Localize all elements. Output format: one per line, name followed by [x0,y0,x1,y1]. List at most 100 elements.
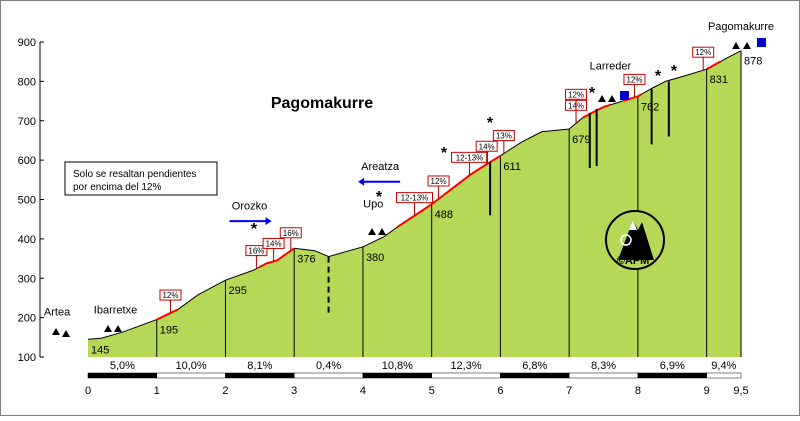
elevation-label-145: 145 [91,344,109,356]
tree-icon [368,228,376,235]
viewpoint-icon: * [589,85,596,102]
gradient-labels: 5,0% 10,0% 8,1% 0,4% 10,8% 12,3% 6,8% 8,3% 6,9% 9… [110,360,737,372]
place-upo: Upo [363,198,383,210]
gradient-label: 8,1% [247,360,272,372]
distance-bar-segment [706,372,742,379]
viewpoint-icon: * [487,115,494,132]
tree-icon [598,95,606,102]
elevation-label-831: 831 [710,74,728,86]
elevation-label-878: 878 [744,56,762,68]
elevation-label-762: 762 [641,101,659,113]
elevation-labels: 145 195 295 376 380 488 611 679 762 831 878 [91,56,762,357]
tag-box [492,130,515,142]
x-tick-label-5: 5 [429,385,435,397]
place-ibarretxe: Ibarretxe [94,305,137,317]
note-box: Solo se resaltan pendientes por encima d… [64,161,218,196]
tree-icon [114,325,122,332]
parking-icon [620,91,629,100]
gradient-label: 5,0% [110,360,135,372]
tag-label: 12% [568,90,584,99]
elevation-label-295: 295 [228,285,246,297]
x-tick-label-4: 4 [360,385,366,397]
place-areatza: Areatza [361,161,400,173]
tag-label: 16% [283,229,299,238]
parking-icon [757,38,766,47]
viewpoint-icon: * [441,145,448,162]
elevation-label-611: 611 [503,161,521,173]
places: Artea Ibarretxe Orozko Upo Areatza Larreder Pa… [44,21,774,337]
tree-icon [52,328,60,335]
tag-label: 12% [626,75,642,84]
gradient-label: 12,3% [450,360,481,372]
tag-label: 12-13% [456,153,484,162]
x-tick-label-1: 1 [154,385,160,397]
note-line-2: por encima del 12% [73,182,161,193]
steep-section [156,308,178,321]
place-pagomakurre: Pagomakurre [708,21,774,33]
y-tick-label-400: 400 [18,234,36,246]
x-tick-label-9: 9 [704,385,710,397]
place-larreder: Larreder [590,61,632,73]
steep-section [706,60,721,71]
gradient-label: 0,4% [316,360,341,372]
y-tick-label-600: 600 [18,155,36,167]
apm-logo: ©APM [605,210,665,270]
viewpoint-icon: * [671,63,678,80]
snow-cap [629,220,637,230]
elevation-label-195: 195 [160,325,178,337]
tree-icon [608,95,616,102]
tag-box [475,140,498,152]
tag-box [159,289,182,301]
x-tick-label-0: 0 [85,385,91,397]
y-tick-label-300: 300 [18,273,36,285]
gradient-label: 6,9% [660,360,685,372]
direction-arrow-head [265,217,272,226]
x-axis: 0 1 2 3 4 5 6 7 8 9 9,5 [85,385,749,397]
tag-box [396,192,433,204]
tree-icon [62,330,70,337]
tag-box [450,151,488,163]
elevation-label-679: 679 [572,134,590,146]
tag-label: 12-13% [401,194,429,203]
x-tick-label-9,5: 9,5 [733,385,748,397]
gradient-label: 10,8% [382,360,413,372]
x-tick-label-2: 2 [222,385,228,397]
y-tick-label-100: 100 [18,352,36,364]
tag-label: 12% [162,291,178,300]
tag-label: 13% [496,132,512,141]
x-tick-label-8: 8 [635,385,641,397]
tag-box [427,175,450,187]
tag-label: 12% [695,48,711,57]
tree-icon [104,325,112,332]
steep-section [259,247,295,268]
steep-tags: 12%16%14%16%12-13%12%12-13%14%13%14%12%1… [159,46,715,314]
place-orozko: Orozko [232,200,267,212]
note-line-1: Solo se resaltan pendientes [73,169,196,180]
tag-box [692,46,715,58]
mountain-icon [618,220,654,260]
markers [229,81,670,314]
elevation-label-488: 488 [435,209,453,221]
tag-box [623,73,646,85]
viewpoint-icon: * [655,68,662,85]
elevation-label-380: 380 [366,252,384,264]
y-tick-label-200: 200 [18,313,36,325]
tag-label: 14% [266,239,282,248]
distance-bar [87,372,742,379]
tag-label: 16% [248,247,264,256]
logo-text: ©APM [617,255,650,267]
profile-fill [88,50,741,357]
cyclist-icon [620,234,632,246]
tag-box [262,237,285,249]
elevation-label-376: 376 [297,253,315,265]
place-artea: Artea [44,307,71,319]
tag-box [245,245,268,257]
direction-arrow-head [358,177,365,186]
gradient-label: 8,3% [591,360,616,372]
gradient-label: 10,0% [176,360,207,372]
y-axis: 100 200 300 400 500 600 700 800 900 [18,37,44,364]
tag-box [565,88,588,100]
tree-icon [378,228,386,235]
